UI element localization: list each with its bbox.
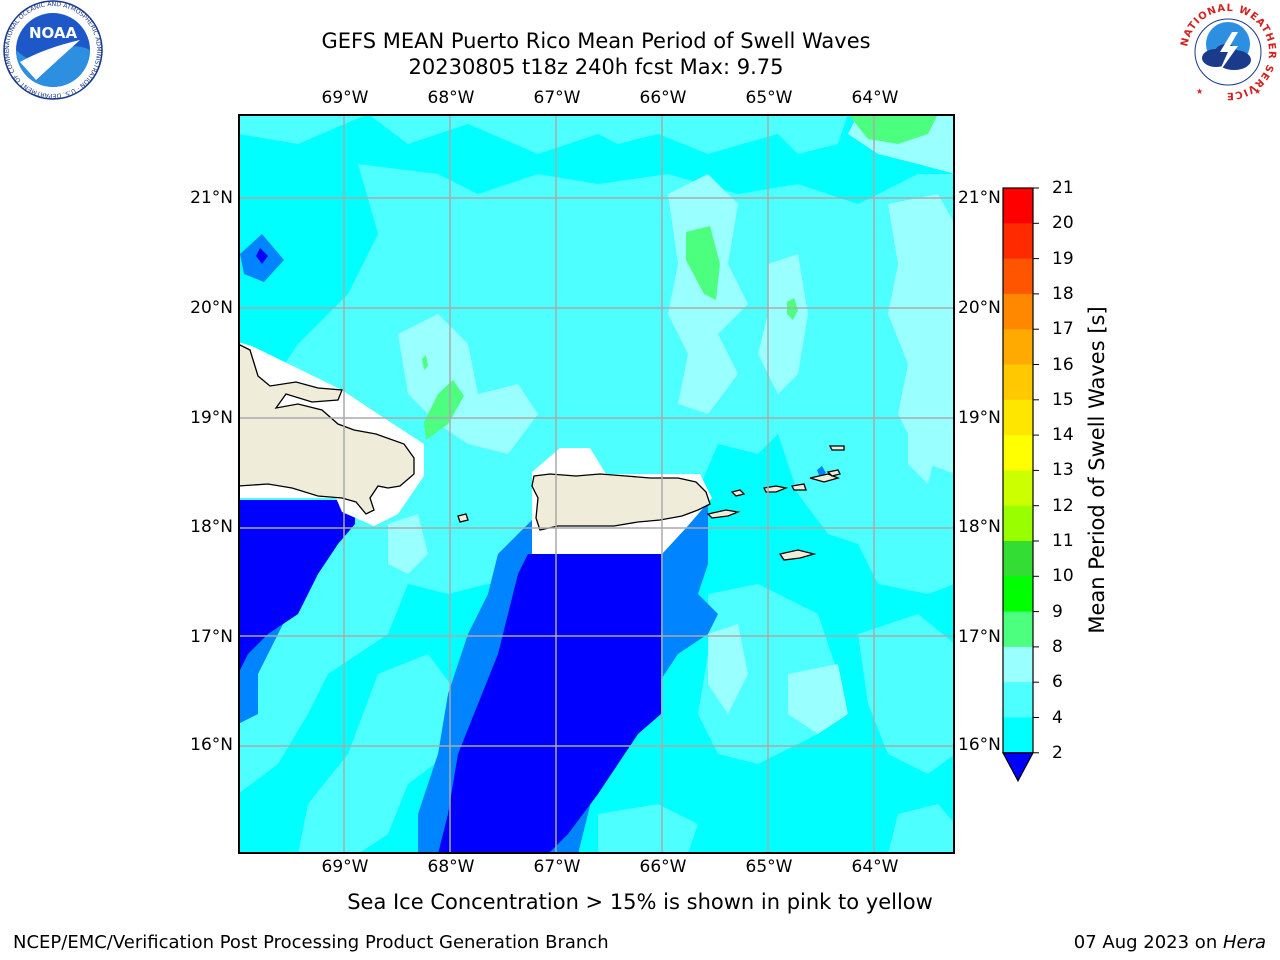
colorbar-tick-label: 18	[1052, 283, 1074, 304]
colorbar-tick-label: 15	[1052, 389, 1074, 410]
sea-ice-note: Sea Ice Concentration > 15% is shown in …	[347, 890, 933, 914]
anegada	[828, 445, 845, 451]
colorbar-band	[1003, 505, 1033, 542]
mona-island	[457, 513, 469, 523]
colorbar-tick-label: 11	[1052, 531, 1074, 551]
lat-tick-right: 19°N	[958, 408, 1001, 428]
colorbar-band	[1003, 682, 1033, 718]
colorbar-tick-label: 20	[1052, 213, 1074, 234]
tortola	[809, 473, 841, 483]
lat-tick-left: 19°N	[190, 408, 233, 428]
gridlines	[238, 114, 954, 853]
footer-credit: NCEP/EMC/Verification Post Processing Pr…	[13, 932, 609, 953]
lat-tick-left: 21°N	[190, 188, 233, 208]
colorbar-tick-label: 2	[1052, 742, 1063, 763]
lon-tick-bottom: 69°W	[321, 857, 369, 877]
lon-tick-top: 65°W	[745, 88, 793, 108]
puerto-rico	[531, 473, 711, 531]
lat-tick-right: 17°N	[958, 627, 1001, 647]
map-frame	[238, 114, 955, 854]
colorbar-tick-label: 13	[1052, 460, 1074, 481]
colorbar-band	[1003, 399, 1033, 436]
colorbar-band	[1003, 293, 1033, 330]
st-croix	[778, 549, 817, 561]
colorbar-band	[1003, 258, 1033, 295]
footer-date: 07 Aug 2023 on Hera	[1074, 932, 1266, 953]
lat-tick-right: 20°N	[958, 298, 1001, 318]
footer-host: Hera	[1222, 932, 1266, 953]
footer-date-text: 07 Aug 2023 on	[1073, 932, 1223, 953]
colorbar-band	[1003, 435, 1033, 471]
colorbar-band	[1003, 717, 1033, 754]
chart-subtitle: 20230805 t18z 240h fcst Max: 9.75	[408, 55, 784, 79]
lon-tick-top: 64°W	[851, 88, 899, 108]
lat-tick-left: 17°N	[190, 627, 233, 647]
colorbar-band	[1003, 223, 1033, 260]
colorbar-band	[1003, 646, 1033, 683]
colorbar-tick-label: 17	[1052, 319, 1074, 340]
lon-tick-top: 67°W	[533, 88, 581, 108]
colorbar-label: Mean Period of Swell Waves [s]	[1085, 306, 1109, 634]
land	[238, 343, 845, 561]
colorbar-extend-min	[1001, 752, 1035, 783]
st-thomas	[763, 485, 789, 493]
svg-text:★: ★	[1254, 87, 1261, 96]
colorbar-tick-label: 4	[1052, 707, 1063, 728]
lat-tick-left: 16°N	[190, 735, 233, 755]
chart-title: GEFS MEAN Puerto Rico Mean Period of Swe…	[321, 29, 871, 53]
lon-tick-bottom: 66°W	[639, 857, 687, 877]
lon-tick-top: 66°W	[639, 88, 687, 108]
lat-tick-right: 18°N	[958, 517, 1001, 537]
swell-period-map	[238, 114, 955, 854]
field-9-10	[422, 114, 938, 440]
colorbar-tick-label: 19	[1052, 248, 1074, 269]
colorbar-band	[1003, 541, 1033, 577]
colorbar-band	[1003, 329, 1033, 365]
lat-tick-right: 21°N	[958, 188, 1001, 208]
colorbar-band	[1003, 611, 1033, 648]
st-john	[791, 483, 807, 491]
lon-tick-bottom: 68°W	[427, 857, 475, 877]
lon-tick-top: 69°W	[321, 88, 369, 108]
noaa-logo: NATIONAL OCEANIC AND ATMOSPHERIC ADMINIS…	[0, 0, 106, 100]
colorbar-band	[1003, 188, 1033, 224]
colorbar-tick-label: 9	[1052, 601, 1063, 622]
colorbar-tick-label: 8	[1052, 636, 1063, 657]
lat-tick-right: 16°N	[958, 735, 1001, 755]
colorbar-band	[1003, 364, 1033, 401]
colorbar-tick-label: 6	[1052, 672, 1063, 693]
colorbar-band	[1003, 470, 1033, 507]
lat-tick-left: 20°N	[190, 298, 233, 318]
vieques	[706, 509, 741, 519]
nws-logo: NATIONAL WEATHER SERVICE ★ ★	[1176, 2, 1280, 102]
lon-tick-top: 68°W	[427, 88, 475, 108]
colorbar-band	[1003, 576, 1033, 613]
colorbar-tick-label: 12	[1052, 495, 1074, 516]
lon-tick-bottom: 65°W	[745, 857, 793, 877]
virgin-gorda	[826, 469, 841, 477]
culebra	[730, 489, 746, 497]
noaa-logo-text: NOAA	[29, 24, 78, 42]
lon-tick-bottom: 67°W	[533, 857, 581, 877]
lat-tick-left: 18°N	[190, 517, 233, 537]
lon-tick-bottom: 64°W	[851, 857, 899, 877]
colorbar-tick-label: 14	[1052, 425, 1074, 446]
svg-text:★: ★	[1196, 87, 1203, 96]
colorbar-tick-label: 16	[1052, 354, 1074, 375]
colorbar-tick-label: 21	[1052, 178, 1074, 198]
colorbar-tick-label: 10	[1052, 566, 1074, 587]
colorbar	[1001, 187, 1039, 783]
field-below-2	[238, 248, 661, 853]
